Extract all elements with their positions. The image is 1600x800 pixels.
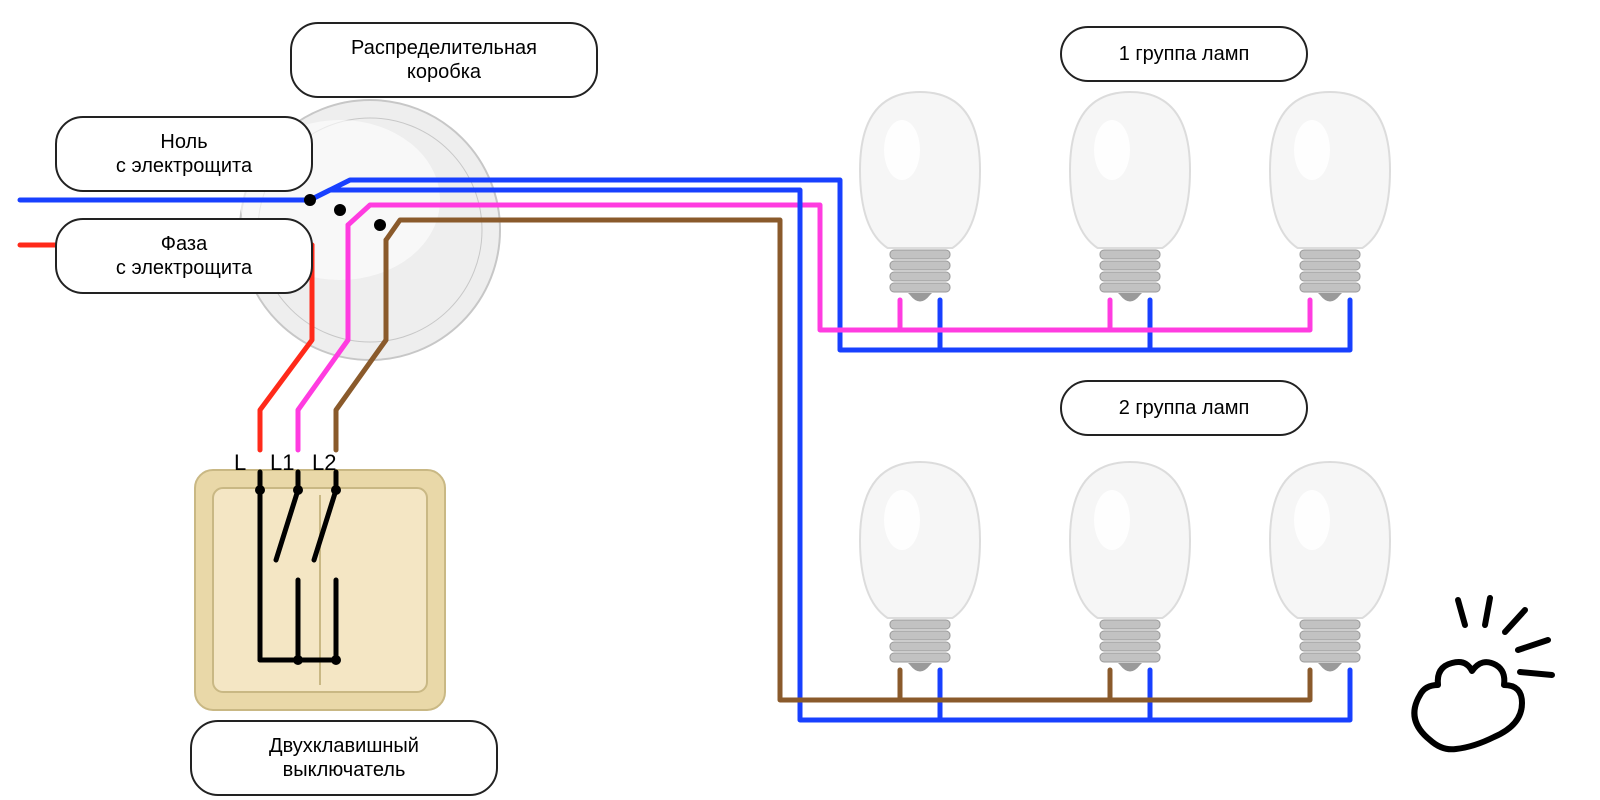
label-junction-box: Распределительная коробка [290,22,598,98]
bulb-icon [1270,92,1390,302]
label-group2: 2 группа ламп [1060,380,1308,436]
terminal-L: L [234,450,246,476]
label-group1: 1 группа ламп [1060,26,1308,82]
label-phase-in: Фаза с электрощита [55,218,313,294]
bulb-icon [1270,462,1390,672]
label-neutral-in: Ноль с электрощита [55,116,313,192]
bulb-icon [860,462,980,672]
label-switch: Двухклавишный выключатель [190,720,498,796]
terminal-L2: L2 [312,450,336,476]
bulb-icon [860,92,980,302]
terminal-L1: L1 [270,450,294,476]
snap-hand-icon [1414,598,1552,749]
bulb-icon [1070,92,1190,302]
bulb-icon [1070,462,1190,672]
